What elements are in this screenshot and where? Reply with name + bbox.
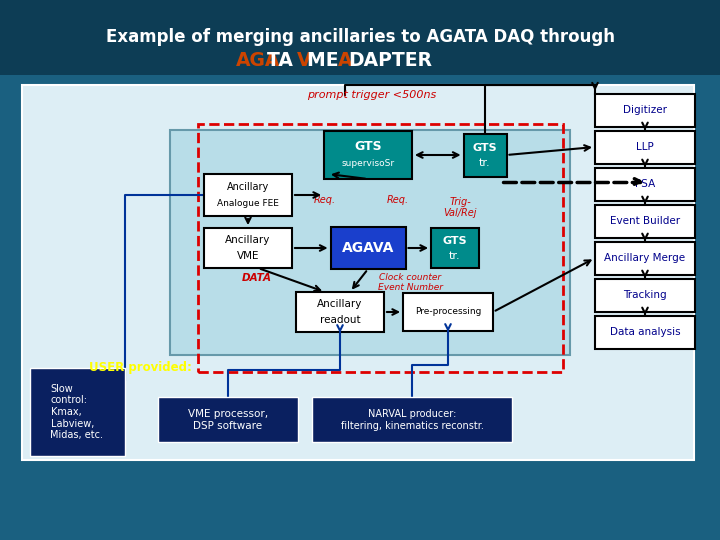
Text: A: A: [338, 51, 353, 70]
Text: Example of merging ancillaries to AGATA DAQ through: Example of merging ancillaries to AGATA …: [106, 28, 614, 46]
FancyBboxPatch shape: [595, 93, 695, 126]
FancyBboxPatch shape: [403, 293, 493, 331]
Text: GTS: GTS: [354, 140, 382, 153]
Text: Trig-: Trig-: [449, 197, 471, 207]
Text: VME processor,
DSP software: VME processor, DSP software: [188, 409, 268, 431]
Text: VME: VME: [237, 251, 259, 261]
Text: ME: ME: [307, 51, 346, 70]
FancyBboxPatch shape: [431, 228, 479, 268]
FancyBboxPatch shape: [30, 368, 125, 456]
Text: Event Number: Event Number: [377, 284, 443, 293]
Text: Val/Rej: Val/Rej: [444, 208, 477, 218]
Text: Tracking: Tracking: [624, 290, 667, 300]
Text: Clock counter: Clock counter: [379, 273, 441, 282]
Text: V: V: [297, 51, 312, 70]
Text: PSA: PSA: [635, 179, 655, 189]
Text: AGAVA: AGAVA: [342, 241, 394, 255]
FancyBboxPatch shape: [296, 292, 384, 332]
Text: Ancillary Merge: Ancillary Merge: [604, 253, 685, 263]
Text: readout: readout: [320, 315, 360, 325]
FancyBboxPatch shape: [330, 227, 405, 269]
FancyBboxPatch shape: [204, 174, 292, 216]
FancyBboxPatch shape: [595, 205, 695, 238]
Text: prompt trigger <500ns: prompt trigger <500ns: [307, 90, 436, 100]
Text: AGA: AGA: [236, 51, 280, 70]
Text: tr.: tr.: [480, 158, 491, 168]
FancyBboxPatch shape: [464, 133, 506, 177]
FancyBboxPatch shape: [0, 0, 720, 75]
Text: Data analysis: Data analysis: [610, 327, 680, 337]
FancyBboxPatch shape: [22, 85, 694, 460]
Text: Ancillary: Ancillary: [318, 299, 363, 309]
FancyBboxPatch shape: [204, 228, 292, 268]
FancyBboxPatch shape: [595, 131, 695, 164]
Text: NARVAL producer:
filtering, kinematics reconstr.: NARVAL producer: filtering, kinematics r…: [341, 409, 483, 431]
Text: GTS: GTS: [443, 236, 467, 246]
Text: DATA: DATA: [242, 273, 272, 283]
Text: Ancillary: Ancillary: [225, 235, 271, 245]
Text: TA: TA: [266, 51, 299, 70]
FancyBboxPatch shape: [158, 397, 298, 442]
Text: supervisoSr: supervisoSr: [341, 159, 395, 168]
Text: Digitizer: Digitizer: [623, 105, 667, 115]
Text: Req.: Req.: [387, 195, 409, 205]
Text: USER provided:: USER provided:: [89, 361, 192, 374]
Text: Analogue FEE: Analogue FEE: [217, 199, 279, 207]
FancyBboxPatch shape: [595, 241, 695, 274]
FancyBboxPatch shape: [170, 130, 570, 355]
Text: LLP: LLP: [636, 142, 654, 152]
FancyBboxPatch shape: [595, 315, 695, 348]
Text: Ancillary: Ancillary: [227, 182, 269, 192]
FancyBboxPatch shape: [324, 131, 412, 179]
FancyBboxPatch shape: [595, 167, 695, 200]
Text: GTS: GTS: [473, 143, 498, 153]
Text: DAPTER: DAPTER: [348, 51, 432, 70]
FancyBboxPatch shape: [312, 397, 512, 442]
Text: tr.: tr.: [449, 251, 461, 261]
FancyBboxPatch shape: [595, 279, 695, 312]
Text: Req.: Req.: [314, 195, 336, 205]
Text: Event Builder: Event Builder: [610, 216, 680, 226]
Text: Slow
control:
Kmax,
Labview,
Midas, etc.: Slow control: Kmax, Labview, Midas, etc.: [50, 384, 104, 440]
Text: Pre-processing: Pre-processing: [415, 307, 481, 316]
